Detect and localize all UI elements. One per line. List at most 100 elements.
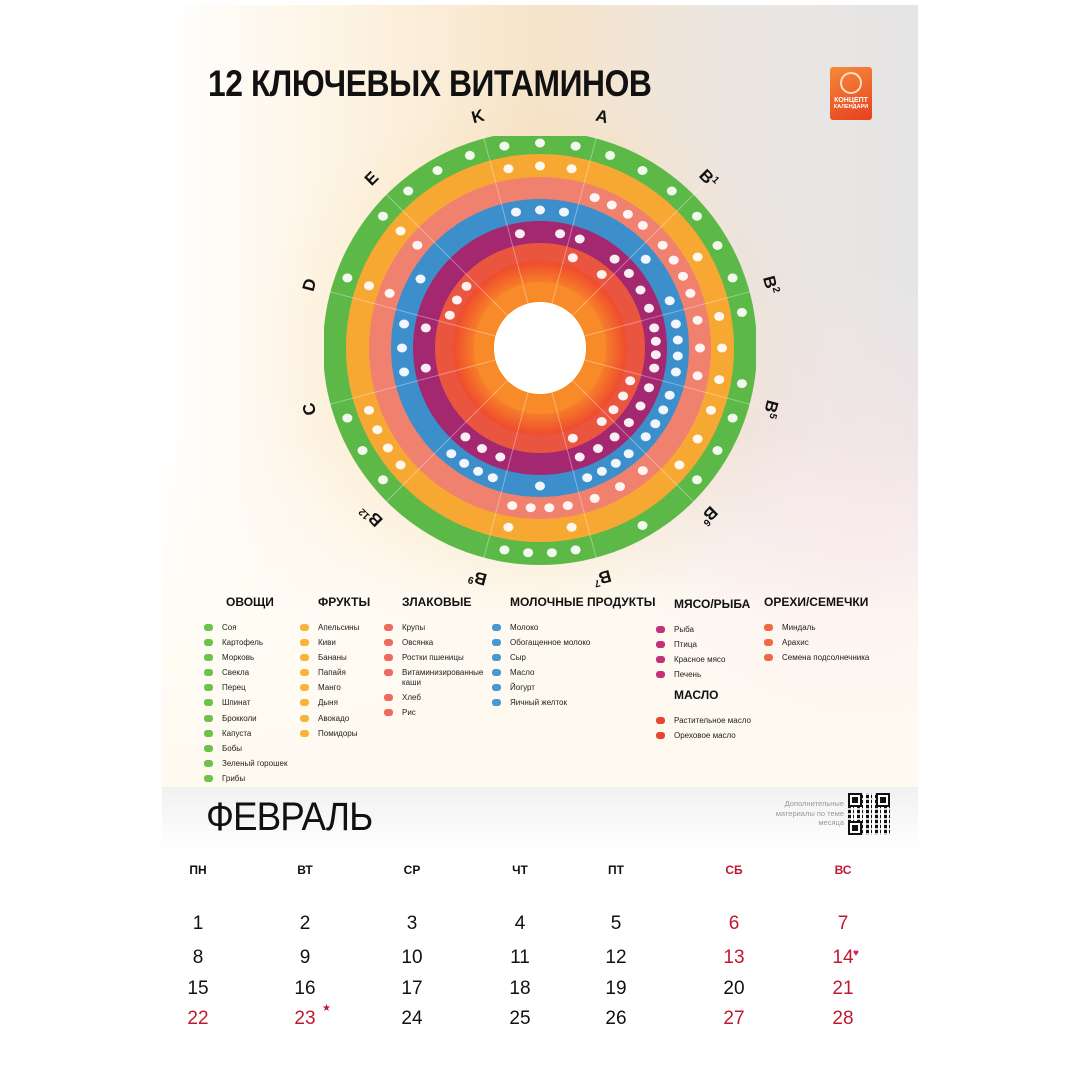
food-icon [672, 351, 683, 361]
calendar-day[interactable]: 7 [837, 913, 849, 934]
food-icon [384, 288, 395, 298]
food-icon [300, 639, 309, 647]
food-icon [610, 458, 621, 468]
calendar-day[interactable]: 8 [192, 947, 204, 968]
weekday-7: ВС [834, 863, 852, 877]
legend-item: Масло [492, 668, 655, 678]
food-icon [372, 425, 383, 435]
calendar-day[interactable]: 13 [723, 947, 745, 968]
food-icon [555, 229, 566, 239]
food-icon [412, 240, 423, 250]
calendar-day[interactable]: 4 [514, 913, 526, 934]
legend-item: Авокадо [300, 714, 370, 724]
food-icon [640, 254, 651, 264]
calendar-day[interactable]: 5 [610, 913, 622, 934]
food-icon [492, 654, 501, 662]
legend-item: Ореховое масло [656, 731, 751, 741]
calendar-section: ФЕВРАЛЬ Дополнительные материалы по теме… [162, 787, 918, 1080]
food-icon [535, 138, 545, 148]
food-icon [692, 371, 703, 381]
food-icon [692, 211, 702, 221]
food-icon [589, 493, 600, 503]
food-icon [446, 449, 457, 459]
food-icon [399, 319, 410, 329]
food-icon [492, 624, 501, 631]
calendar-day[interactable]: 6 [728, 913, 740, 934]
food-icon [623, 268, 634, 278]
calendar-day[interactable]: 28 [832, 1008, 854, 1029]
calendar-day[interactable]: 9 [299, 947, 311, 968]
brand-logo: КОНЦЕПТ КАЛЕНДАРИ [830, 67, 872, 120]
food-icon [395, 226, 406, 236]
calendar-day[interactable]: 1 [192, 913, 204, 934]
food-icon [503, 522, 514, 532]
food-icon [300, 729, 309, 737]
calendar-day[interactable]: 17 [401, 978, 423, 999]
food-icon [706, 405, 716, 415]
food-icon [204, 654, 213, 662]
food-icon [492, 639, 501, 647]
food-icon [692, 475, 702, 485]
food-icon [640, 432, 651, 442]
qr-code[interactable] [848, 793, 890, 835]
month-title: ФЕВРАЛЬ [206, 795, 373, 839]
legend-item: Обогащенное молоко [492, 638, 655, 648]
food-icon [507, 501, 518, 511]
food-icon [300, 669, 309, 677]
food-icon [384, 624, 393, 631]
food-icon [566, 164, 577, 174]
legend-item: Растительное масло [656, 716, 751, 726]
food-icon [695, 343, 705, 353]
food-icon [596, 270, 607, 279]
calendar-day[interactable]: 16 [294, 978, 316, 999]
calendar-day[interactable]: 27 [723, 1008, 745, 1029]
food-icon [656, 641, 665, 649]
legend-item: Помидоры [300, 729, 370, 739]
food-icon [596, 417, 607, 426]
legend-item: Зеленый горошек [204, 759, 287, 769]
calendar-day[interactable]: 18 [509, 978, 531, 999]
calendar-day[interactable]: 21 [832, 978, 854, 999]
calendar-day[interactable]: 3 [406, 913, 418, 934]
legend-item: Соя [204, 623, 287, 633]
food-icon [300, 654, 309, 662]
food-icon [204, 714, 213, 722]
food-icon [656, 656, 665, 664]
weekday-2: ВТ [297, 863, 313, 877]
logo-line2: КАЛЕНДАРИ [833, 104, 869, 110]
food-icon [384, 639, 393, 647]
calendar-day[interactable]: 25 [509, 1008, 531, 1029]
calendar-day[interactable]: 15 [187, 978, 209, 999]
legend-item: Капуста [204, 729, 287, 739]
food-icon [656, 671, 665, 679]
calendar-day[interactable]: 22 [187, 1008, 209, 1029]
food-icon [492, 699, 501, 707]
legend-item: Молоко [492, 623, 655, 633]
calendar-day[interactable]: 10 [401, 947, 423, 968]
food-icon [637, 466, 648, 476]
calendar-day[interactable]: 19 [605, 978, 627, 999]
legend-item: Сыр [492, 653, 655, 663]
calendar-day[interactable]: 23 [294, 1008, 316, 1029]
calendar-day[interactable]: 24 [401, 1008, 423, 1029]
legend-heading: ЗЛАКОВЫЕ [402, 595, 472, 609]
legend-item: Крупы [384, 623, 492, 633]
food-icon [357, 446, 368, 455]
calendar-day[interactable]: 2 [299, 913, 311, 934]
calendar-day[interactable]: 20 [723, 978, 745, 999]
weekday-4: ЧТ [512, 863, 528, 877]
food-icon [606, 200, 617, 210]
calendar-day[interactable]: 12 [605, 947, 627, 968]
food-icon [499, 141, 510, 151]
food-icon [570, 141, 581, 151]
calendar-day[interactable]: 26 [605, 1008, 627, 1029]
food-icon [514, 229, 525, 239]
calendar-day[interactable]: 14 [832, 947, 854, 968]
calendar-day[interactable]: 11 [510, 947, 530, 968]
food-icon [420, 323, 431, 333]
legend-heading: МАСЛО [674, 688, 719, 702]
food-icon [535, 205, 545, 215]
legend-item: Рис [384, 708, 492, 718]
food-icon [399, 367, 410, 377]
food-icon [403, 186, 414, 196]
